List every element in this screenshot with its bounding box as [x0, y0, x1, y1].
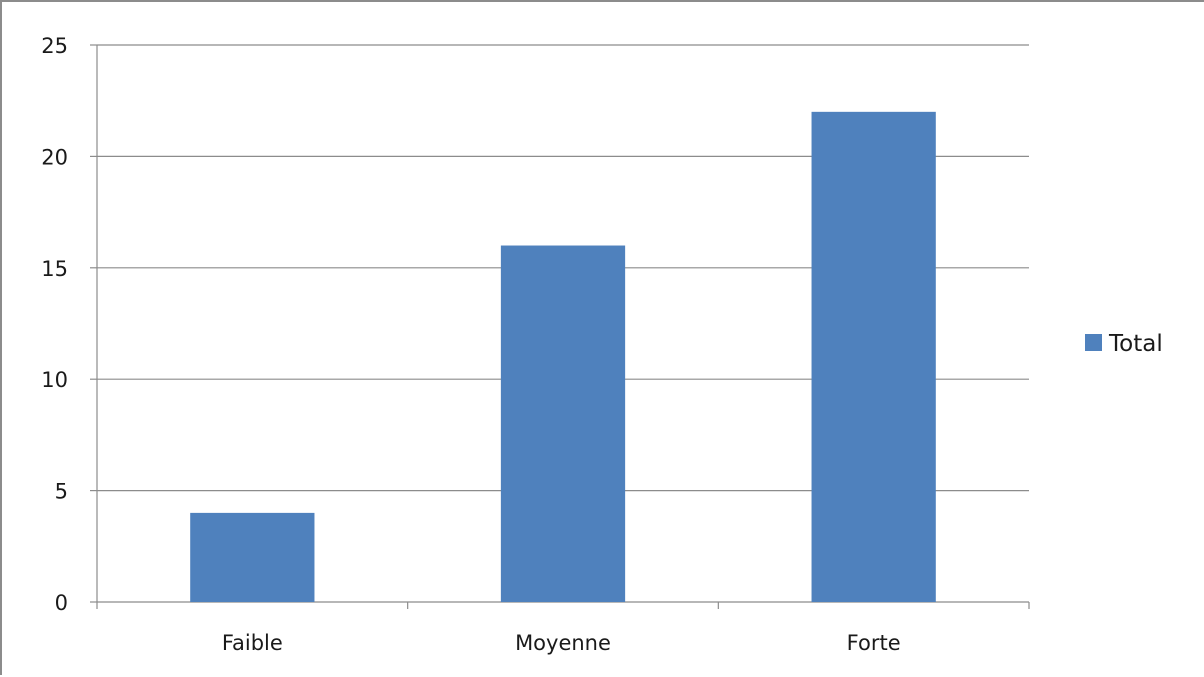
legend-label: Total [1108, 331, 1163, 357]
x-tick-label: Moyenne [515, 631, 611, 655]
bar-forte [811, 111, 936, 602]
y-tick-label: 10 [41, 368, 68, 392]
legend: Total [1085, 331, 1163, 357]
x-tick-labels: Faible Moyenne Forte [222, 631, 901, 655]
y-tick-label: 0 [55, 591, 68, 615]
y-tick-labels: 0 5 10 15 20 25 [41, 34, 68, 615]
y-tick-label: 25 [41, 34, 68, 58]
y-tick-label: 15 [41, 257, 68, 281]
y-tick-label: 5 [55, 480, 68, 504]
bars [190, 111, 936, 602]
bar-moyenne [500, 245, 626, 602]
x-tick-label: Faible [222, 631, 283, 655]
x-tick-label: Forte [847, 631, 901, 655]
legend-swatch [1085, 334, 1102, 351]
y-tick-label: 20 [41, 145, 68, 169]
bar-faible [190, 512, 315, 602]
